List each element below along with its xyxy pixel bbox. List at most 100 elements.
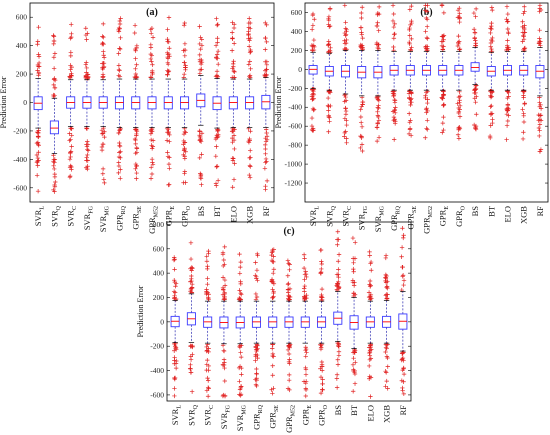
outlier-marker bbox=[220, 250, 226, 255]
x-tick-subscript: M52 bbox=[291, 405, 297, 416]
outlier-marker bbox=[521, 113, 526, 119]
outlier-marker bbox=[490, 38, 495, 44]
x-tick-label: XGB bbox=[382, 405, 392, 423]
outlier-marker bbox=[384, 354, 390, 359]
outlier-marker bbox=[52, 85, 58, 91]
outlier-marker bbox=[286, 378, 292, 383]
x-tick-base: XGB bbox=[519, 206, 529, 224]
outlier-marker bbox=[522, 4, 527, 9]
outlier-marker bbox=[198, 35, 203, 40]
outlier-marker bbox=[101, 177, 107, 182]
outlier-marker bbox=[173, 361, 179, 366]
outlier-marker bbox=[376, 118, 382, 123]
outlier-marker bbox=[171, 255, 177, 260]
outlier-marker bbox=[117, 68, 122, 73]
outlier-marker bbox=[391, 91, 397, 97]
outlier-marker bbox=[359, 10, 364, 16]
outlier-marker bbox=[538, 39, 543, 44]
outlier-marker bbox=[52, 189, 57, 194]
x-tick-label: SVRQ bbox=[186, 404, 199, 426]
outlier-marker bbox=[237, 288, 242, 293]
x-tick-label: GPRE bbox=[300, 405, 313, 426]
outlier-marker bbox=[301, 265, 307, 271]
outlier-marker bbox=[399, 378, 405, 383]
outlier-marker bbox=[206, 292, 211, 297]
outlier-marker bbox=[520, 107, 525, 112]
outlier-marker bbox=[199, 131, 205, 136]
outlier-marker bbox=[214, 133, 220, 138]
outlier-marker bbox=[253, 354, 258, 359]
outlier-marker bbox=[367, 253, 372, 258]
x-tick-base: GPR bbox=[454, 210, 464, 227]
outlier-marker bbox=[441, 10, 447, 16]
outlier-marker bbox=[367, 353, 373, 358]
x-tick-subscript: FG bbox=[88, 205, 94, 213]
outlier-marker bbox=[400, 385, 405, 391]
box-xgb bbox=[245, 16, 255, 180]
outlier-marker bbox=[350, 235, 356, 241]
outlier-marker bbox=[166, 182, 171, 188]
outlier-marker bbox=[132, 136, 138, 142]
outlier-marker bbox=[393, 119, 398, 124]
outlier-marker bbox=[101, 49, 106, 54]
outlier-marker bbox=[35, 130, 41, 136]
outlier-marker bbox=[150, 71, 155, 77]
outlier-marker bbox=[69, 133, 74, 138]
outlier-marker bbox=[311, 88, 316, 94]
outlier-marker bbox=[263, 160, 268, 165]
box-elo bbox=[228, 20, 238, 190]
outlier-marker bbox=[51, 92, 56, 98]
outlier-marker bbox=[287, 286, 293, 292]
outlier-marker bbox=[408, 22, 413, 28]
x-tick-label: SVRMG bbox=[98, 205, 111, 232]
outlier-marker bbox=[253, 260, 258, 265]
outlier-marker bbox=[318, 346, 324, 352]
outlier-marker bbox=[148, 74, 154, 80]
outlier-marker bbox=[182, 60, 187, 65]
outlier-marker bbox=[167, 166, 172, 171]
outlier-marker bbox=[392, 97, 397, 103]
outlier-marker bbox=[230, 185, 235, 190]
outlier-marker bbox=[36, 54, 42, 59]
outlier-marker bbox=[188, 256, 194, 262]
outlier-marker bbox=[150, 160, 155, 165]
outlier-marker bbox=[390, 3, 396, 8]
outlier-marker bbox=[263, 127, 269, 132]
outlier-marker bbox=[35, 163, 40, 168]
outlier-marker bbox=[173, 365, 179, 371]
outlier-marker bbox=[286, 281, 291, 286]
outlier-marker bbox=[231, 41, 237, 46]
x-tick-base: SVR bbox=[186, 409, 196, 426]
outlier-marker bbox=[358, 107, 363, 112]
outlier-marker bbox=[149, 25, 155, 31]
outlier-marker bbox=[368, 375, 374, 380]
outlier-marker bbox=[264, 178, 270, 184]
x-tick-base: SVR bbox=[170, 408, 180, 425]
outlier-marker bbox=[239, 292, 244, 297]
outlier-marker bbox=[172, 344, 178, 349]
outlier-marker bbox=[302, 296, 307, 301]
outlier-marker bbox=[303, 379, 309, 384]
y-tick-label: -600 bbox=[13, 183, 27, 192]
outlier-marker bbox=[229, 48, 235, 53]
box-svrfg bbox=[219, 244, 229, 399]
outlier-marker bbox=[309, 47, 315, 53]
outlier-marker bbox=[537, 6, 542, 11]
outlier-marker bbox=[238, 281, 243, 287]
outlier-marker bbox=[441, 103, 446, 108]
x-tick-label: GPRO bbox=[317, 404, 330, 426]
outlier-marker bbox=[505, 102, 511, 107]
outlier-marker bbox=[286, 261, 291, 266]
outlier-marker bbox=[34, 152, 40, 158]
x-tick-subscript: M52 bbox=[428, 206, 434, 217]
outlier-marker bbox=[302, 256, 307, 261]
box-bt bbox=[486, 5, 496, 141]
x-tick-base: BS bbox=[470, 206, 480, 217]
x-tick-subscript: SE bbox=[274, 405, 280, 412]
outlier-marker bbox=[343, 129, 348, 134]
outlier-marker bbox=[457, 103, 463, 109]
outlier-marker bbox=[538, 43, 543, 48]
outlier-marker bbox=[237, 345, 243, 350]
outlier-marker bbox=[85, 72, 91, 77]
